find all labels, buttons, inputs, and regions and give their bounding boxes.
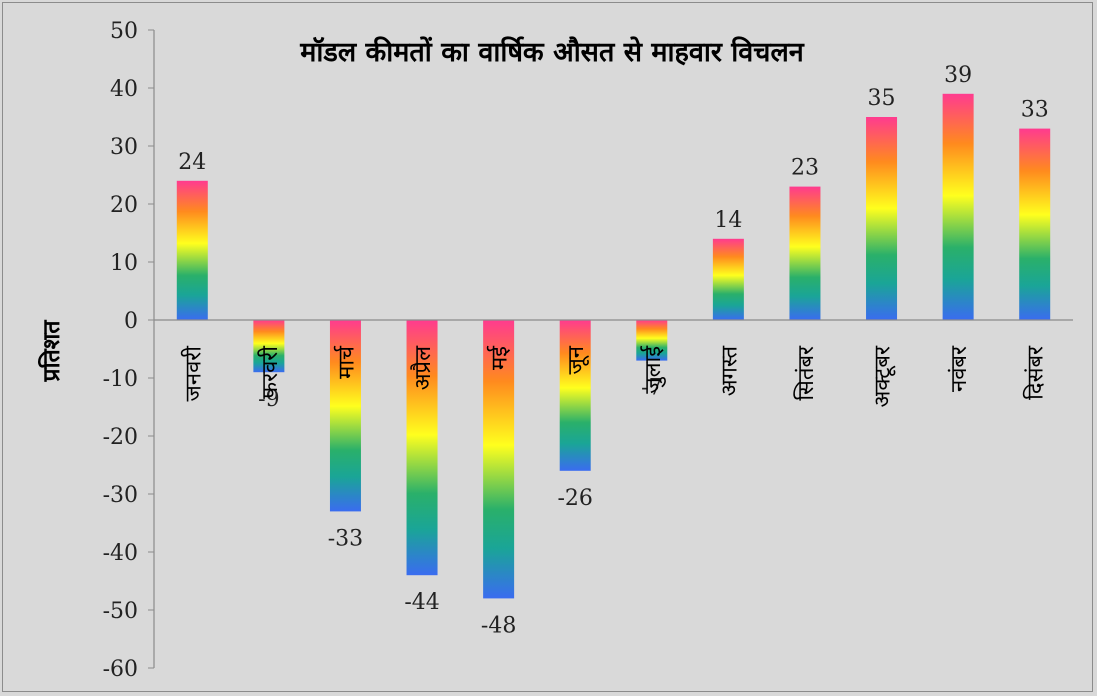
category-label: अगस्त bbox=[717, 346, 742, 397]
bar bbox=[942, 93, 974, 320]
data-label: 14 bbox=[714, 208, 742, 233]
data-label: 33 bbox=[1021, 98, 1049, 123]
bar bbox=[406, 320, 438, 576]
y-tick-label: -60 bbox=[103, 657, 138, 682]
category-label: दिसंबर bbox=[1023, 345, 1049, 400]
y-tick-label: 10 bbox=[110, 251, 138, 276]
data-label: -9 bbox=[258, 387, 279, 412]
data-label: 39 bbox=[944, 63, 972, 88]
y-tick-label: 50 bbox=[110, 19, 138, 44]
bar bbox=[789, 186, 821, 320]
bar bbox=[483, 320, 515, 599]
y-tick-label: -20 bbox=[103, 425, 138, 450]
bar bbox=[329, 320, 361, 512]
bar bbox=[253, 320, 285, 373]
category-label: मार्च bbox=[333, 345, 359, 379]
bar bbox=[636, 320, 668, 361]
category-label: जुलाई bbox=[640, 345, 666, 394]
bar bbox=[1019, 128, 1051, 320]
y-tick-label: 40 bbox=[110, 77, 138, 102]
y-tick-label: 0 bbox=[124, 309, 138, 334]
y-tick-label: -30 bbox=[103, 483, 138, 508]
y-tick-label: -10 bbox=[103, 367, 138, 392]
data-labels: 24 -9 -33 -44 -48 -26 -7 14 23 35 39 33 bbox=[178, 63, 1048, 639]
bar bbox=[866, 117, 898, 320]
y-axis-label: प्रतिशत bbox=[37, 320, 65, 383]
chart-canvas: मॉडल कीमतों का वार्षिक औसत से माहवार विच… bbox=[37, 19, 1073, 682]
bar bbox=[559, 320, 591, 471]
category-label: नवंबर bbox=[947, 345, 972, 392]
data-label: 35 bbox=[868, 86, 896, 111]
bars bbox=[176, 93, 1051, 599]
data-label: 24 bbox=[178, 150, 206, 175]
category-label: सितंबर bbox=[793, 345, 819, 401]
axes bbox=[153, 30, 1073, 668]
category-label: जनवरी bbox=[180, 346, 206, 402]
data-label: 23 bbox=[791, 156, 819, 181]
data-label: -44 bbox=[404, 590, 439, 615]
y-tick-label: -40 bbox=[103, 541, 138, 566]
category-label: मई bbox=[487, 345, 513, 370]
category-label: जून bbox=[564, 345, 590, 374]
data-label: -33 bbox=[328, 526, 363, 551]
y-tick-label: -50 bbox=[103, 599, 138, 624]
bar bbox=[176, 180, 208, 320]
y-tick-label: 20 bbox=[110, 193, 138, 218]
data-label: -26 bbox=[557, 486, 592, 511]
data-label: -7 bbox=[641, 376, 662, 401]
bar bbox=[712, 238, 744, 320]
data-label: -48 bbox=[481, 613, 516, 638]
category-label: फरवरी bbox=[257, 346, 283, 399]
category-label: अप्रैल bbox=[410, 345, 436, 390]
category-label: अक्टूबर bbox=[871, 345, 897, 407]
y-tick-label: 30 bbox=[110, 135, 138, 160]
y-axis: 50 40 30 20 10 0 -10 -20 -30 -40 -50 -60 bbox=[103, 19, 154, 682]
chart-title: मॉडल कीमतों का वार्षिक औसत से माहवार विच… bbox=[299, 36, 805, 68]
category-labels: जनवरी फरवरी मार्च अप्रैल मई जून जुलाई अगस्त सितं… bbox=[180, 345, 1048, 408]
